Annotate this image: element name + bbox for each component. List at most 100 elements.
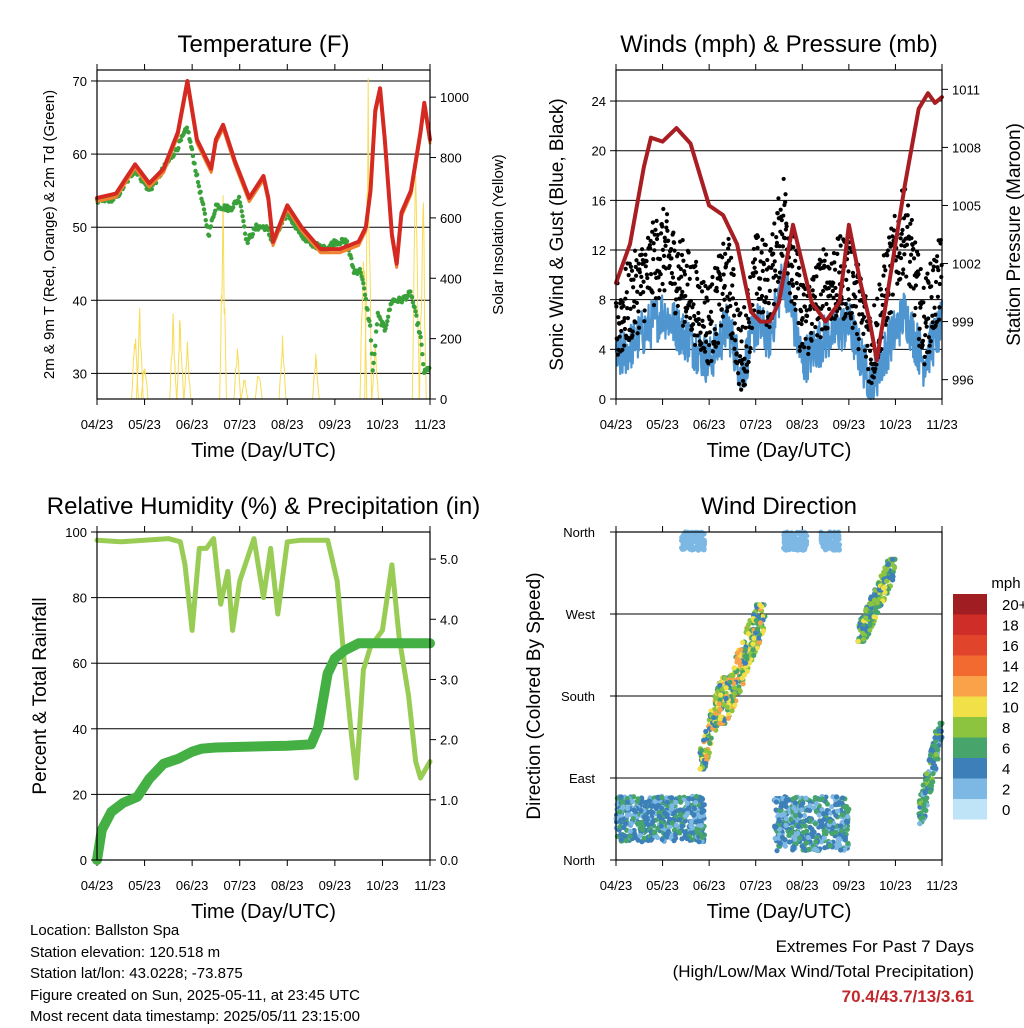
direction-point [641,814,647,820]
dewpoint-point [419,342,424,347]
dewpoint-point [371,360,376,366]
gust-point [672,240,677,245]
direction-point [745,631,752,637]
plot-border [96,531,431,861]
direction-point [869,605,875,611]
gust-point [631,285,636,290]
gust-point [737,354,743,359]
gust-point [761,309,766,314]
dewpoint-point [384,322,389,328]
gust-point [746,316,751,321]
direction-point [699,809,705,815]
gust-point [790,283,796,288]
direction-point [920,815,926,821]
extremes-values: 70.4/43.7/13/3.61 [841,987,974,1006]
gust-point [806,351,811,357]
solar-line [418,202,427,400]
gust-point [684,263,689,268]
direction-point [664,799,670,805]
direction-point [806,846,812,852]
gust-point [714,285,719,290]
dewpoint-point [202,211,208,216]
direction-point [694,829,700,835]
direction-point [840,812,846,818]
direction-point [731,665,737,671]
direction-point [739,675,745,681]
direction-point [783,822,789,829]
precip-line [92,638,435,865]
dewpoint-point [186,130,191,135]
y2-tick-label: 2.0 [440,733,458,748]
direction-point [783,816,789,822]
direction-point [937,734,943,741]
gust-point [908,284,913,289]
gust-point [911,256,917,261]
gust-point [727,242,732,247]
gust-point [739,387,744,392]
direction-point [667,823,673,829]
direction-point [676,794,683,801]
gust-point [913,283,919,288]
gust-point [648,272,654,277]
gust-point [654,236,660,242]
direction-point [693,793,700,800]
direction-point [845,840,851,846]
gust-point [643,264,648,269]
gust-point [694,259,699,264]
gust-point [781,176,786,182]
direction-point [819,796,826,802]
direction-point [805,834,811,841]
direction-point [863,606,869,612]
y2-tick-label: 4.0 [440,612,458,627]
dewpoint-point [188,139,193,144]
gust-point [796,286,801,291]
solar-line [176,319,185,400]
plot-border [96,69,431,400]
gust-point [740,378,746,384]
gust-point [641,290,646,295]
x-tick-label: 08/23 [786,878,819,893]
direction-point [835,808,841,814]
gust-point [699,289,705,294]
gust-point [692,313,697,319]
direction-point [867,627,873,633]
gust-point [733,301,739,306]
direction-point [833,829,839,836]
direction-point [706,750,712,756]
direction-point [684,835,690,842]
direction-point [819,806,825,813]
direction-point [801,812,807,819]
x-tick-label: 04/23 [81,417,114,432]
gust-point [878,287,883,292]
dewpoint-point [361,281,366,286]
gust-point [746,359,751,365]
direction-point [873,605,879,611]
gust-point [904,274,909,279]
x-tick-label: 10/23 [366,417,399,432]
gust-point [883,322,888,327]
gust-point [909,217,914,223]
gust-point [812,294,818,299]
direction-point [641,835,647,841]
y-tick-label: 30 [73,366,87,381]
gust-point [791,245,796,250]
gust-point [616,315,621,320]
gust-point [679,252,685,258]
direction-point [752,630,759,636]
gust-point [800,316,805,321]
direction-point [619,798,626,804]
direction-point [693,800,699,806]
direction-point [740,681,746,687]
gust-point [846,269,851,274]
gust-point [867,348,873,353]
direction-point [831,530,837,536]
direction-point [821,541,827,547]
gust-point [636,309,641,314]
direction-point [682,538,688,545]
gust-point [772,259,777,264]
gust-point [937,281,942,287]
direction-point [746,621,752,628]
direction-point [807,803,813,809]
gust-point [660,247,666,252]
direction-point [673,822,679,828]
